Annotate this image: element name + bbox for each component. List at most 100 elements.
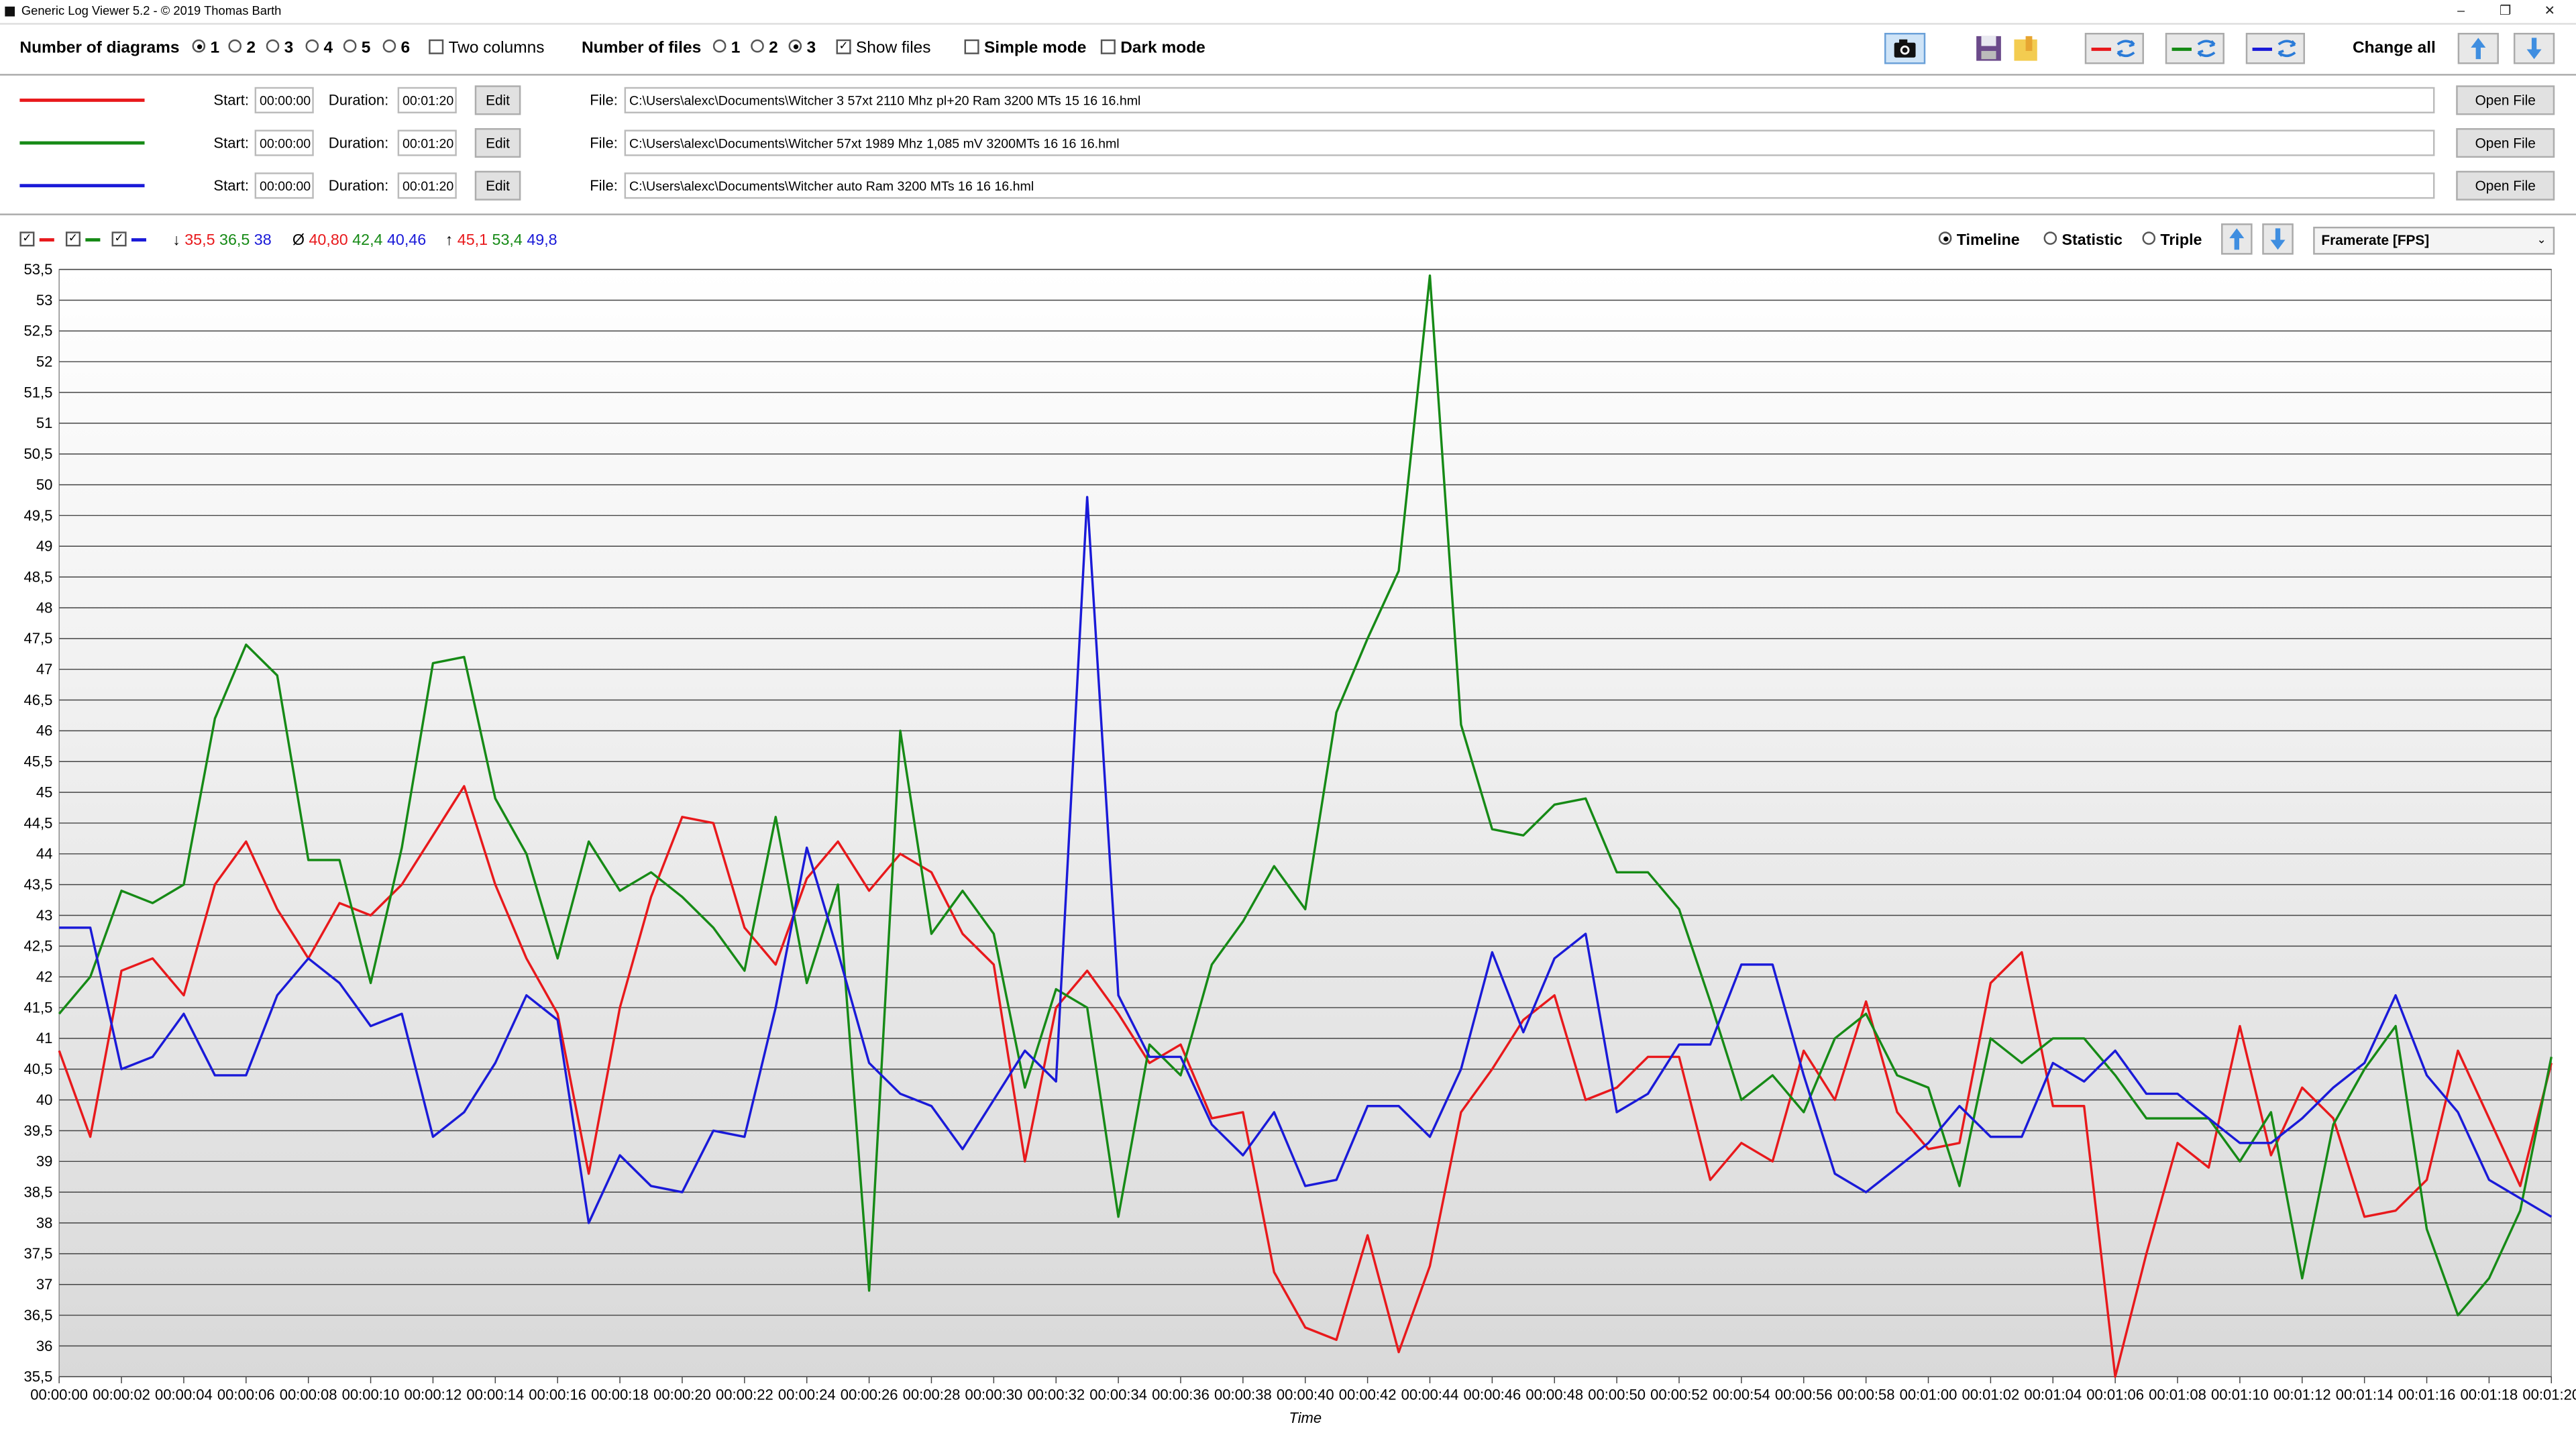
series-color-red <box>19 98 145 102</box>
y-tick-label: 42 <box>36 969 53 985</box>
files-option-3[interactable]: 3 <box>788 40 816 58</box>
duration-input[interactable]: 00:01:20 <box>397 87 457 113</box>
y-tick-label: 50,5 <box>23 445 52 462</box>
x-tick-label: 00:01:00 <box>1900 1387 1957 1403</box>
y-tick-label: 37,5 <box>23 1245 52 1262</box>
x-tick-label: 00:00:22 <box>716 1387 773 1403</box>
change-all-label: Change all <box>2352 39 2436 58</box>
diagram-down-button[interactable] <box>2262 223 2294 255</box>
files-option-2[interactable]: 2 <box>751 40 778 58</box>
open-file-button[interactable]: Open File <box>2456 170 2555 201</box>
arrow-up-icon <box>2471 38 2486 60</box>
window-title: Generic Log Viewer 5.2 - © 2019 Thomas B… <box>21 3 282 18</box>
y-tick-label: 40,5 <box>23 1061 52 1077</box>
y-tick-label: 46,5 <box>23 692 52 708</box>
x-tick-label: 00:00:34 <box>1089 1387 1147 1403</box>
view-statistic-radio[interactable]: Statistic <box>2043 231 2123 250</box>
series-line-2 <box>58 274 2553 1317</box>
series-toggle-blue[interactable]: ✓ <box>111 231 146 250</box>
edit-button[interactable]: Edit <box>474 85 521 115</box>
number-of-diagrams-label: Number of diagrams <box>19 39 180 58</box>
open-file-button[interactable]: Open File <box>2456 128 2555 158</box>
max-red: 45,1 <box>457 231 488 250</box>
file-path-input[interactable]: C:\Users\alexc\Documents\Witcher 57xt 19… <box>624 129 2435 156</box>
x-axis-label: Time <box>1289 1409 1322 1426</box>
diagram-option-3[interactable]: 3 <box>266 40 293 58</box>
stats-bar: ✓ ✓ ✓ ↓ 35,5 36,5 38 Ø 40,80 42,4 40,46 … <box>0 223 2576 258</box>
x-axis: 00:00:00 00:00:02 00:00:04 00:00:06 00:00:08… <box>30 1377 2576 1403</box>
x-tick-label: 00:00:06 <box>217 1387 275 1403</box>
diagram-option-5[interactable]: 5 <box>343 40 370 58</box>
series-color-blue <box>19 184 145 188</box>
save-button[interactable] <box>1968 33 2009 64</box>
y-tick-label: 48,5 <box>23 568 52 585</box>
avg-red: 40,80 <box>309 231 348 250</box>
move-down-all-button[interactable] <box>2513 32 2555 64</box>
start-input[interactable]: 00:00:00 <box>254 129 314 156</box>
diagram-up-button[interactable] <box>2221 223 2253 255</box>
view-triple-radio[interactable]: Triple <box>2142 231 2202 250</box>
start-input[interactable]: 00:00:00 <box>254 172 314 199</box>
max-green: 53,4 <box>492 231 523 250</box>
diagram-option-4[interactable]: 4 <box>305 40 333 58</box>
show-files-checkbox[interactable]: ✓ Show files <box>836 39 931 58</box>
x-tick-label: 00:01:20 <box>2522 1387 2576 1403</box>
radio-icon <box>228 40 242 54</box>
radio-icon <box>1938 232 1952 246</box>
radio-icon <box>788 40 802 54</box>
avg-green: 42,4 <box>352 231 383 250</box>
duration-label: Duration: <box>328 177 389 194</box>
files-option-1[interactable]: 1 <box>712 40 740 58</box>
radio-icon <box>751 40 764 54</box>
file-path-input[interactable]: C:\Users\alexc\Documents\Witcher auto Ra… <box>624 172 2435 199</box>
min-icon: ↓ <box>172 231 180 250</box>
x-tick-label: 00:01:08 <box>2149 1387 2206 1403</box>
series-toggle-red[interactable]: ✓ <box>19 231 54 250</box>
toolbar: Number of diagrams 1 2 3 4 5 6 Two colum… <box>0 23 2576 76</box>
screenshot-button[interactable] <box>1884 32 1926 64</box>
move-up-all-button[interactable] <box>2457 32 2499 64</box>
duration-input[interactable]: 00:01:20 <box>397 129 457 156</box>
y-tick-label: 51 <box>36 415 53 431</box>
two-columns-checkbox[interactable]: Two columns <box>429 39 544 58</box>
metric-select[interactable]: Framerate [FPS] ⌄ <box>2313 226 2555 255</box>
radio-icon <box>2043 232 2057 246</box>
title-bar: Generic Log Viewer 5.2 - © 2019 Thomas B… <box>0 0 2576 23</box>
view-timeline-radio[interactable]: Timeline <box>1938 231 2020 250</box>
y-tick-label: 39,5 <box>23 1122 52 1139</box>
simple-mode-checkbox[interactable]: Simple mode <box>964 39 1086 58</box>
minimize-button[interactable]: – <box>2457 3 2465 18</box>
start-label: Start: <box>213 134 250 152</box>
diagram-option-1[interactable]: 1 <box>192 40 219 58</box>
diagram-option-2[interactable]: 2 <box>228 40 256 58</box>
x-tick-label: 00:00:52 <box>1650 1387 1708 1403</box>
file-path-input[interactable]: C:\Users\alexc\Documents\Witcher 3 57xt … <box>624 87 2435 113</box>
swap-blue-button[interactable] <box>2245 32 2305 64</box>
arrow-up-icon <box>2229 228 2245 250</box>
series-toggle-green[interactable]: ✓ <box>65 231 101 250</box>
swap-blue-icon <box>2252 40 2296 58</box>
radio-icon <box>305 40 319 54</box>
x-tick-label: 00:01:06 <box>2086 1387 2144 1403</box>
edit-button[interactable]: Edit <box>474 170 521 201</box>
x-tick-label: 00:00:44 <box>1401 1387 1459 1403</box>
diagram-option-6[interactable]: 6 <box>382 40 410 58</box>
x-tick-label: 00:00:12 <box>405 1387 462 1403</box>
radio-icon <box>712 40 727 54</box>
y-tick-label: 50 <box>36 476 53 493</box>
min-stats: ↓ 35,5 36,5 38 <box>172 231 272 250</box>
y-tick-label: 37 <box>36 1276 53 1293</box>
x-tick-label: 00:00:04 <box>155 1387 213 1403</box>
close-button[interactable]: ✕ <box>2544 3 2556 18</box>
x-tick-label: 00:01:12 <box>2273 1387 2331 1403</box>
swap-red-button[interactable] <box>2084 32 2144 64</box>
start-input[interactable]: 00:00:00 <box>254 87 314 113</box>
y-tick-label: 52,5 <box>23 323 52 339</box>
restore-button[interactable]: ❐ <box>2499 3 2512 18</box>
swap-green-button[interactable] <box>2165 32 2224 64</box>
open-folder-button[interactable] <box>2006 33 2047 64</box>
open-file-button[interactable]: Open File <box>2456 85 2555 115</box>
edit-button[interactable]: Edit <box>474 128 521 158</box>
duration-input[interactable]: 00:01:20 <box>397 172 457 199</box>
dark-mode-checkbox[interactable]: Dark mode <box>1100 39 1205 58</box>
